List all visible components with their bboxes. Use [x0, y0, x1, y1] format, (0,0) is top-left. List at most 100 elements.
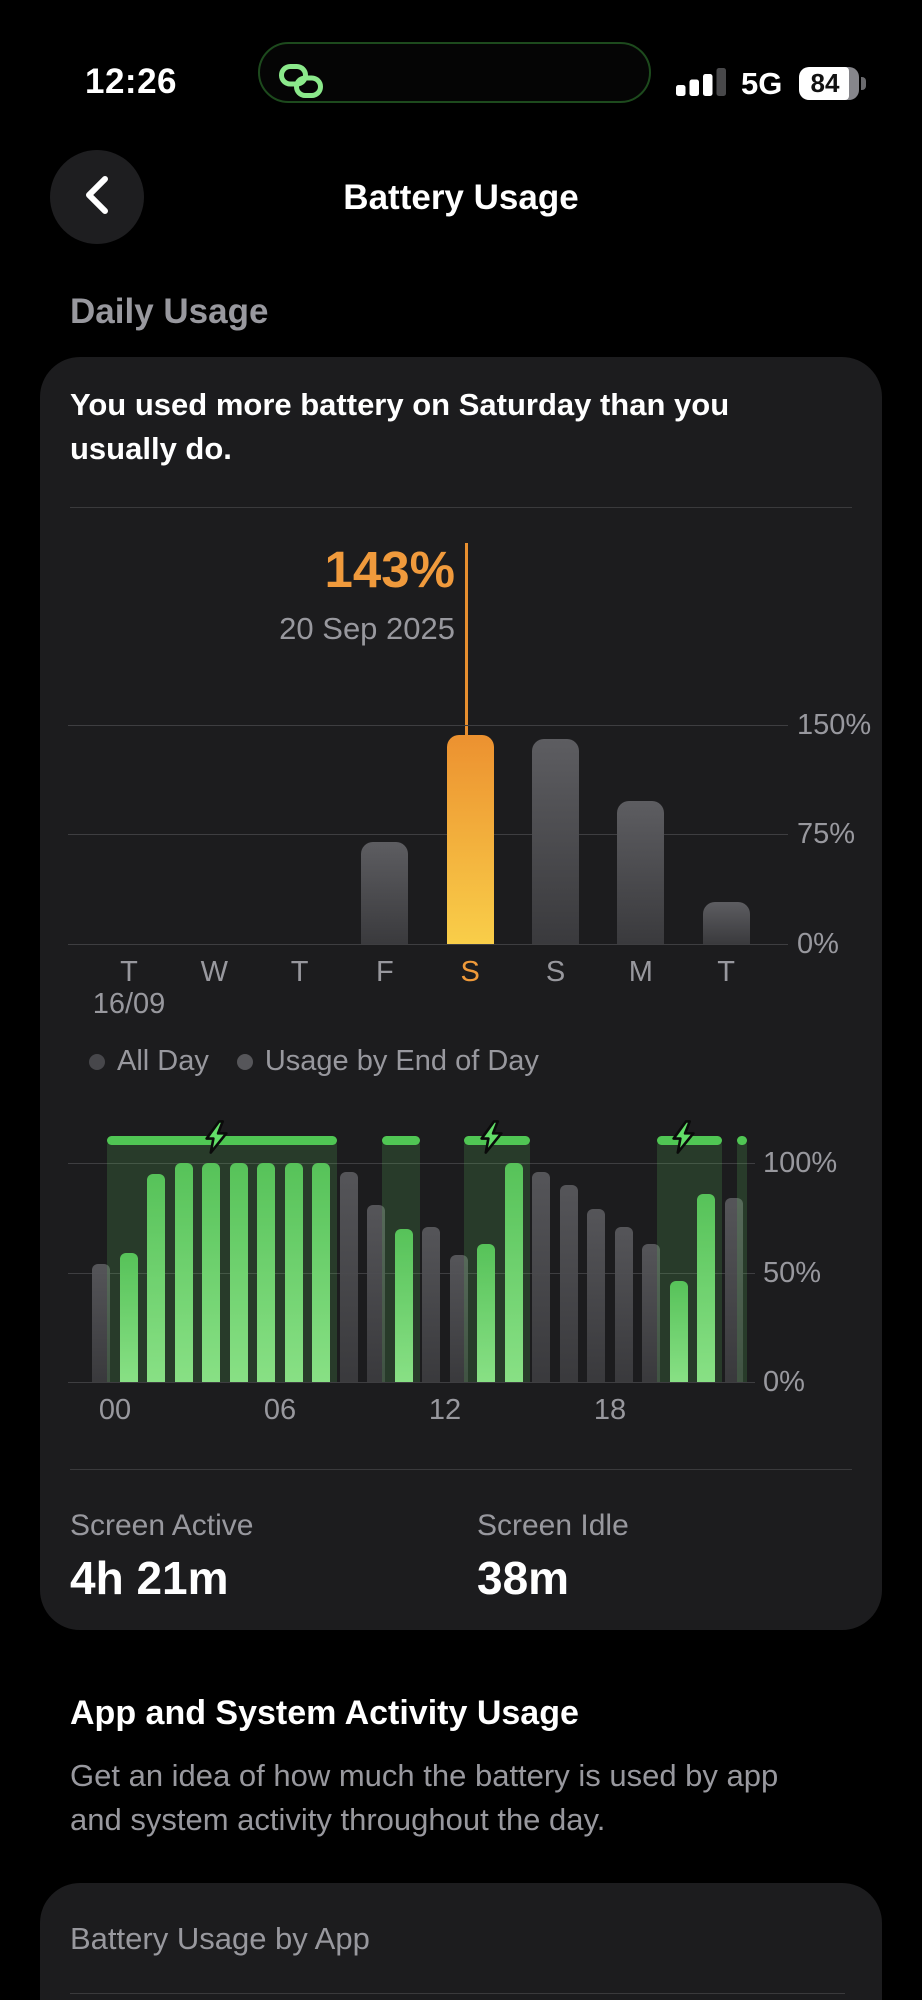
- chevron-left-icon: [80, 172, 114, 223]
- hour-bar-21: [669, 1281, 688, 1382]
- hour-bar-19: [614, 1226, 633, 1382]
- hour-bar-8: [312, 1163, 330, 1382]
- hour-bar-15: [504, 1163, 523, 1382]
- cellular-signal-icon: [676, 66, 728, 101]
- day-label-6: M: [628, 956, 653, 988]
- activity-section-description: Get an idea of how much the battery is u…: [70, 1758, 779, 1837]
- gridline-0%: [68, 1382, 755, 1383]
- daily-usage-card: You used more battery on Saturday than y…: [40, 357, 882, 1630]
- page-title: Battery Usage: [343, 178, 579, 217]
- selection-line: [465, 543, 468, 735]
- charging-bolt-icon: [670, 1119, 697, 1155]
- selected-value: 143%: [324, 541, 455, 598]
- hour-bar-1: [119, 1252, 138, 1382]
- insight-text: You used more battery on Saturday than y…: [70, 387, 730, 466]
- hour-bar-2: [147, 1173, 165, 1382]
- hour-bar-12: [422, 1226, 440, 1382]
- divider: [70, 507, 852, 508]
- hour-bar-14: [477, 1244, 495, 1382]
- day-label-0: T: [120, 956, 138, 988]
- charging-overlay-2: [464, 1140, 530, 1382]
- battery-level-chart: 100% 50% 0% 00 06 12 18: [40, 357, 882, 1437]
- battery-usage-by-app-card: Battery Usage by App: [40, 1883, 882, 2000]
- hour-bar-3: [174, 1163, 193, 1382]
- charging-overlay-0: [106, 1140, 337, 1382]
- screen-active-value: 4h 21m: [70, 1552, 229, 1604]
- legend-all-day: All Day: [117, 1045, 209, 1077]
- activity-section-heading: App and System Activity Usage: [70, 1694, 579, 1732]
- ytick-75%: 75%: [797, 818, 856, 851]
- hour-bar-13: [449, 1254, 468, 1382]
- charging-cap-4: [737, 1136, 748, 1145]
- hour-bar-5: [229, 1163, 248, 1382]
- screen-idle-stat: Screen Idle 38m: [477, 1509, 629, 1604]
- selected-date: 20 Sep 2025: [279, 611, 455, 646]
- personal-hotspot-icon: [277, 58, 325, 109]
- hour-label-06: 06: [263, 1394, 297, 1426]
- hour-bar-20: [642, 1244, 660, 1382]
- daily-bar-M-6[interactable]: [617, 800, 665, 944]
- hour-bar-23: [724, 1198, 743, 1382]
- legend-end-of-day: Usage by End of Day: [264, 1045, 539, 1077]
- divider: [70, 1469, 852, 1470]
- gridline-0%: [68, 944, 788, 945]
- back-button[interactable]: [50, 150, 144, 244]
- charging-bolt-icon: [203, 1119, 230, 1155]
- status-time: 12:26: [85, 62, 178, 101]
- hour-bar-17: [559, 1184, 578, 1382]
- charging-overlay-4: [737, 1140, 748, 1382]
- ytick-50%: 50%: [763, 1256, 822, 1289]
- day-label-7: T: [717, 956, 735, 988]
- selection-callout: 143% 20 Sep 2025: [40, 543, 455, 645]
- all-day-dot-icon: [89, 1053, 105, 1070]
- ytick-0%: 0%: [797, 928, 839, 960]
- end-of-day-dot-icon: [236, 1053, 253, 1070]
- daily-usage-header: Daily Usage: [70, 292, 269, 331]
- divider: [70, 1993, 845, 1994]
- day-label-1: W: [200, 956, 228, 988]
- hour-bar-16: [532, 1171, 550, 1382]
- charging-bolt-icon: [478, 1119, 505, 1155]
- screen-idle-value: 38m: [477, 1552, 570, 1604]
- day-label-3: F: [376, 956, 394, 988]
- hour-bar-7: [284, 1163, 303, 1382]
- day-label-4: S: [460, 956, 480, 988]
- daily-bar-F-3[interactable]: [361, 841, 409, 944]
- hour-bar-11: [394, 1228, 413, 1382]
- battery-nub: [861, 77, 866, 90]
- daily-bar-T-7[interactable]: [702, 901, 750, 944]
- hour-label-18: 18: [593, 1394, 627, 1426]
- day-label-5: S: [545, 956, 566, 988]
- screen-idle-label: Screen Idle: [477, 1509, 629, 1542]
- screen-active-label: Screen Active: [70, 1509, 254, 1542]
- hour-bar-22: [697, 1193, 715, 1382]
- gridline-100%: [68, 1163, 755, 1164]
- hour-bar-4: [202, 1163, 220, 1382]
- ytick-150%: 150%: [797, 708, 872, 741]
- ytick-0%: 0%: [763, 1366, 805, 1398]
- day-label-2: T: [290, 956, 309, 988]
- chart-legend: All Day Usage by End of Day: [89, 1045, 555, 1078]
- hour-bar-6: [257, 1163, 275, 1382]
- hour-bar-9: [339, 1171, 358, 1382]
- daily-bar-S-4[interactable]: [446, 734, 494, 944]
- hour-bar-18: [587, 1208, 605, 1382]
- hour-label-00: 00: [98, 1394, 132, 1426]
- dynamic-island[interactable]: [258, 42, 651, 103]
- hour-label-12: 12: [428, 1394, 462, 1426]
- charging-overlay-1: [381, 1140, 420, 1382]
- charging-cap-1: [381, 1136, 420, 1145]
- screen-active-stat: Screen Active 4h 21m: [70, 1509, 254, 1604]
- gridline-75%: [68, 834, 788, 836]
- battery-fill: [799, 67, 849, 100]
- daily-bar-S-5[interactable]: [532, 739, 579, 944]
- gridline-150%: [68, 724, 788, 726]
- hour-bar-0: [92, 1263, 110, 1382]
- hour-bar-10: [367, 1204, 385, 1382]
- network-type-label: 5G: [741, 66, 783, 101]
- charging-overlay-3: [656, 1140, 722, 1382]
- battery-icon: 84: [799, 67, 859, 100]
- ytick-100%: 100%: [763, 1147, 838, 1179]
- battery-percent: 84: [810, 68, 840, 98]
